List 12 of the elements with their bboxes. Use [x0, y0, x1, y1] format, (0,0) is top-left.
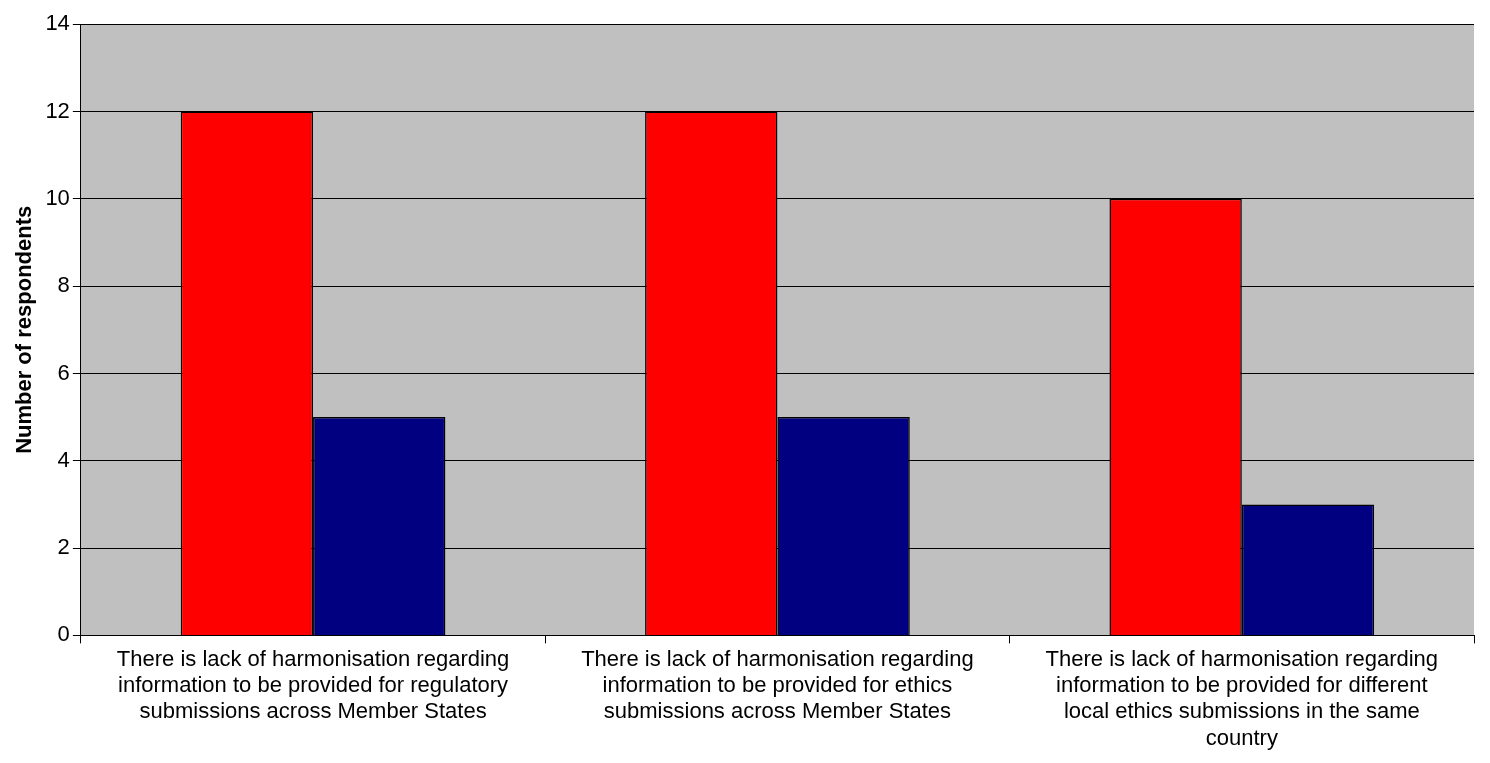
x-tick-label: There is lack of harmonisation regarding information to be provided for ethics submissions across Member States — [581, 645, 974, 724]
y-tick-label: 6 — [57, 359, 70, 385]
y-tick-label: 4 — [57, 446, 70, 472]
y-tick-label: 0 — [57, 621, 70, 647]
y-tick-label: 12 — [45, 97, 70, 123]
y-tick-label: 14 — [45, 10, 70, 36]
y-tick-label: 10 — [45, 184, 70, 210]
x-tick-label: There is lack of harmonisation regarding information to be provided for different local ethics submissions in the same country — [1045, 645, 1439, 750]
y-tick-label: 2 — [57, 534, 70, 560]
y-axis-title: Number of respondents — [11, 205, 37, 454]
x-tick-label: There is lack of harmonisation regarding information to be provided for regulatory submissions across Member States — [116, 645, 510, 724]
y-tick-label: 8 — [57, 272, 70, 298]
